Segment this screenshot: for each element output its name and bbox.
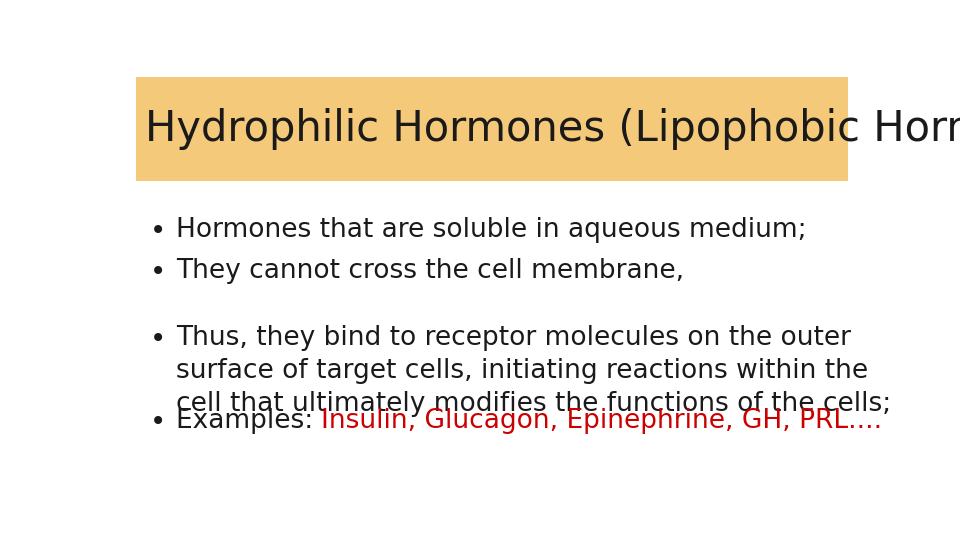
Text: Thus, they bind to receptor molecules on the outer
surface of target cells, init: Thus, they bind to receptor molecules on… [176, 325, 891, 417]
Text: •: • [150, 408, 166, 436]
Text: •: • [150, 217, 166, 245]
Text: Insulin, Glucagon, Epinephrine, GH, PRL....: Insulin, Glucagon, Epinephrine, GH, PRL.… [322, 408, 882, 434]
Text: •: • [150, 325, 166, 353]
Text: Examples:: Examples: [176, 408, 322, 434]
Text: Hydrophilic Hormones (Lipophobic Hormones): Hydrophilic Hormones (Lipophobic Hormone… [145, 108, 960, 150]
Text: Hormones that are soluble in aqueous medium;: Hormones that are soluble in aqueous med… [176, 217, 806, 242]
FancyBboxPatch shape [136, 77, 848, 181]
Text: They cannot cross the cell membrane,: They cannot cross the cell membrane, [176, 258, 684, 284]
Text: •: • [150, 258, 166, 286]
